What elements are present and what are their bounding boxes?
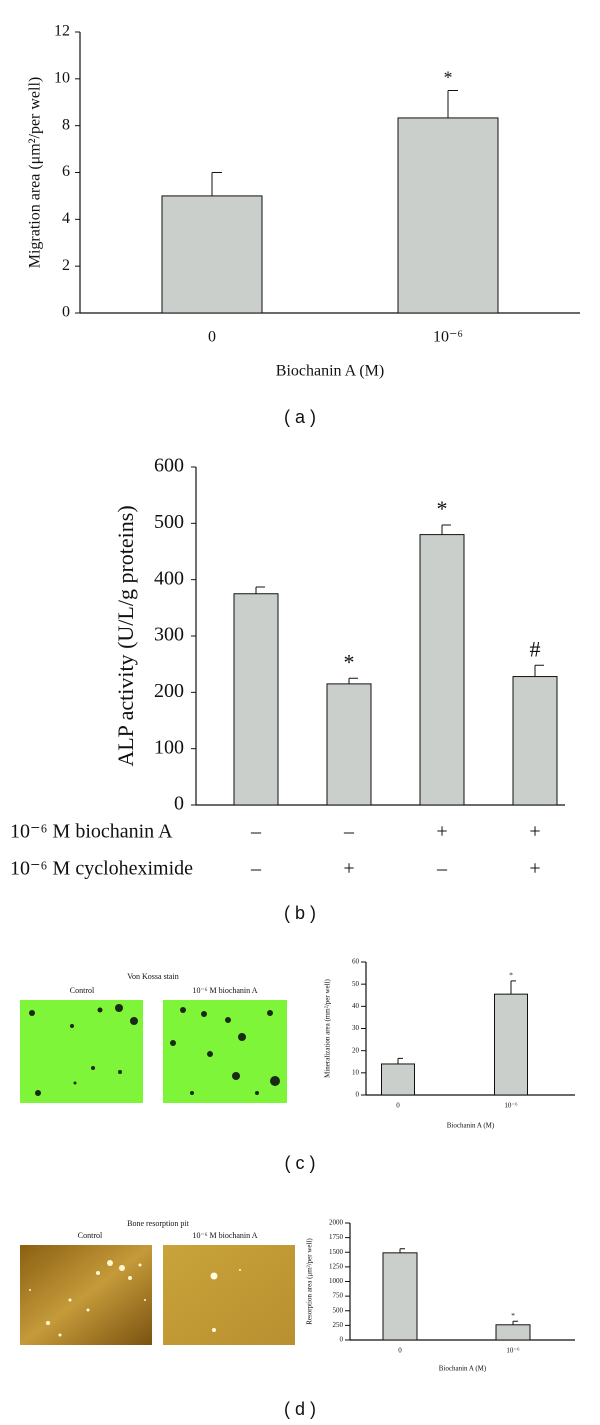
y-tick-label: 600 [154,455,184,477]
y-tick-label: 50 [352,980,360,988]
x-tick-label: 0 [396,1102,400,1110]
x-axis-label: Biochanin A (M) [447,1122,495,1130]
condition-value: + [529,858,540,880]
bar [512,676,558,806]
condition-label: 10⁻⁶ M cycloheximide [10,858,193,880]
error-bar [399,1248,405,1253]
condition-value: – [343,821,355,843]
error-bar [348,677,358,684]
y-tick-label: 1500 [329,1248,344,1256]
error-bar [255,586,265,594]
x-tick-label: 0 [398,1347,402,1355]
photo [163,1245,295,1345]
panel-label: ( a ) [284,407,316,427]
y-tick-label: 4 [62,210,70,227]
y-tick-label: 1000 [329,1277,344,1285]
error-bar [397,1057,403,1064]
image-title: Bone resorption pit [127,1219,190,1228]
bar [382,1252,418,1341]
y-tick-label: 10 [54,70,70,87]
image-caption: Control [78,1231,103,1240]
annotation: * [511,1311,515,1320]
y-tick-label: 0 [340,1336,344,1344]
y-axis-label: Mineralization area (mm²/per well) [324,978,332,1077]
y-tick-label: 250 [333,1321,344,1329]
bar [161,195,263,314]
y-tick-label: 60 [352,958,360,966]
panel-label: ( c ) [285,1153,316,1173]
y-tick-label: 0 [356,1091,360,1099]
y-tick-label: 400 [154,567,184,589]
y-tick-label: 40 [352,1002,360,1010]
image-caption: Control [70,986,95,995]
bar [494,993,528,1096]
x-tick-label: 10⁻⁶ [504,1102,518,1110]
y-tick-label: 2 [62,257,70,274]
x-tick-label: 10⁻⁶ [506,1347,520,1355]
condition-value: + [343,858,354,880]
y-axis-label: Resorption area (μm²/per well) [306,1238,314,1325]
condition-value: + [436,821,447,843]
bar [397,117,499,314]
y-tick-label: 8 [62,116,70,133]
annotation: * [344,649,355,674]
y-tick-label: 0 [174,793,184,815]
panel-label: ( d ) [284,1399,316,1419]
bar [419,534,465,806]
x-tick-label: 10⁻⁶ [433,329,463,346]
condition-label: 10⁻⁶ M biochanin A [10,821,173,843]
annotation: * [509,971,513,980]
panel-label: ( b ) [284,903,316,923]
x-axis-label: Biochanin A (M) [439,1365,487,1373]
annotation: * [437,496,448,521]
y-tick-label: 200 [154,680,184,702]
bar [326,683,372,806]
error-bar [510,980,516,995]
y-tick-label: 500 [333,1306,344,1314]
y-axis-label: Migration area (μm²/per well) [27,77,44,269]
y-tick-label: 750 [333,1292,344,1300]
error-bar [441,524,451,535]
x-axis-label: Biochanin A (M) [276,363,384,380]
y-tick-label: 10 [352,1068,360,1076]
condition-value: – [436,858,448,880]
photo [20,1000,143,1103]
y-tick-label: 0 [62,304,70,321]
image-title: Von Kossa stain [127,972,178,981]
x-tick-label: 0 [208,329,216,346]
y-tick-label: 12 [54,23,70,40]
photo [163,1000,287,1103]
y-tick-label: 20 [352,1046,360,1054]
y-tick-label: 300 [154,624,184,646]
y-tick-label: 1250 [329,1262,344,1270]
bar [233,593,279,806]
image-caption: 10⁻⁶ M biochanin A [192,1231,257,1240]
photo-group [20,1245,295,1345]
error-bar [211,172,222,196]
y-tick-label: 100 [154,736,184,758]
y-axis-label: ALP activity (U/L/g proteins) [113,505,138,766]
annotation: # [530,636,541,661]
error-bar [534,664,544,677]
image-caption: 10⁻⁶ M biochanin A [192,986,257,995]
condition-value: – [250,858,262,880]
condition-value: – [250,821,262,843]
y-tick-label: 2000 [329,1219,344,1227]
error-bar [512,1320,518,1325]
bar [495,1324,531,1341]
photo [20,1245,152,1345]
y-tick-label: 6 [62,163,70,180]
photo-group [20,1000,287,1103]
bar [381,1063,415,1096]
annotation: * [444,67,453,87]
y-tick-label: 30 [352,1024,360,1032]
y-tick-label: 500 [154,511,184,533]
error-bar [447,90,458,118]
condition-value: + [529,821,540,843]
y-tick-label: 1750 [329,1233,344,1241]
